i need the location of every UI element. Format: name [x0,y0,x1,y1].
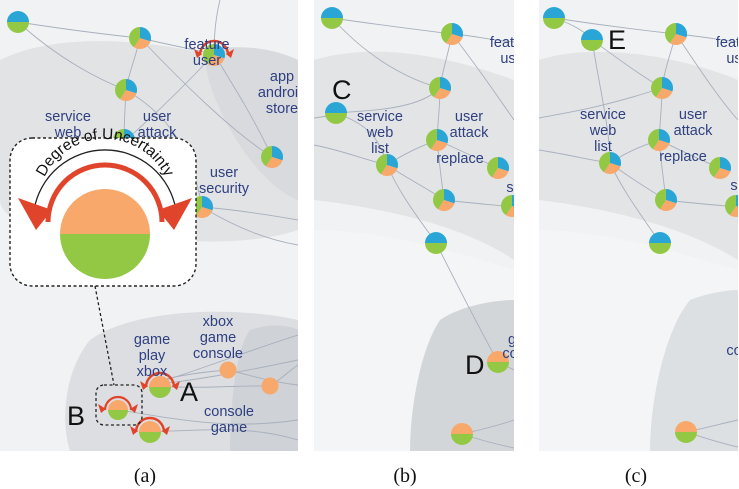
topic-label-user-attack: user attack [138,109,177,141]
inset-right-arrow [158,198,192,230]
caption-b: (b) [393,465,416,487]
topic-label-game-play-xbox: game play xbox [134,332,170,380]
region-bottom-right [410,300,514,451]
topic-label-user-attack: user attack [674,107,713,139]
topic-node[interactable] [203,43,226,67]
marker-a: A [180,377,198,407]
topic-node[interactable] [501,194,523,217]
topic-node[interactable] [429,76,452,100]
topic-label-replace: replace [436,151,484,167]
topic-node[interactable] [599,151,622,175]
topic-node[interactable] [441,22,464,46]
topic-label-user-security: user security [199,165,250,197]
caption-a: (a) [134,465,156,487]
topic-label-service-web-list: service web list [580,107,626,155]
topic-label-replace: replace [659,149,707,165]
topic-node[interactable] [649,232,671,254]
topic-node[interactable] [487,156,510,180]
topic-label-service-web: service web [45,109,91,141]
topic-node[interactable] [487,351,509,373]
inset-node-orange [60,189,150,234]
inset-left-arrow [18,198,52,230]
uncertainty-inset: Degree of Uncertainty [9,126,197,287]
region-top [314,51,514,260]
marker-e: E [608,25,626,55]
inset-outer-arc [33,149,177,211]
topic-node[interactable] [426,128,449,152]
marker-c: C [332,75,352,105]
panel-b-labels: featu us service web list user attack replac… [357,35,522,362]
topic-label-console-game: console game [204,404,254,436]
panel-b-nodes [321,7,523,445]
topic-node[interactable] [648,128,671,152]
uncertainty-arc [194,39,234,58]
topic-node[interactable] [651,76,674,100]
topic-label-service-web-list: service web list [357,109,403,157]
topic-node[interactable] [115,78,138,102]
callout-box-b [95,384,143,426]
topic-node[interactable] [425,232,447,254]
topic-node[interactable] [665,22,688,46]
topic-label-s-cut: s [506,180,513,196]
topic-node[interactable] [261,377,279,395]
topic-node[interactable] [675,421,697,443]
topic-node[interactable] [149,376,171,398]
topic-label-feature-user-cut: featu us [490,35,522,67]
uncertainty-arc [98,395,138,413]
uncertainty-arc [140,371,180,390]
panel-a: feature user app android store service web u… [0,0,306,487]
topic-node[interactable] [261,145,284,169]
topic-label-s-cut: s [730,178,737,194]
topic-label-xbox-game-console: xbox game console [193,314,243,362]
topic-node[interactable] [709,156,732,180]
region-top [539,51,738,260]
topic-node[interactable] [129,26,152,50]
topic-label-app-android-store: app android store [258,69,306,117]
panel-a-labels: feature user app android store service web u… [45,37,306,436]
topic-label-co-cut: co [726,343,739,359]
topic-node[interactable] [139,421,161,443]
topic-node[interactable] [321,7,343,29]
topic-node[interactable] [7,11,29,33]
topic-node[interactable] [581,29,603,51]
inset-node-green [60,234,150,279]
topic-node[interactable] [433,188,456,212]
marker-b: B [67,401,85,431]
marker-d: D [465,350,485,380]
topic-node[interactable] [219,361,237,379]
topic-node[interactable] [543,7,565,29]
topic-node[interactable] [325,102,347,124]
topic-node[interactable] [451,423,473,445]
topic-label-feature-user: feature user [184,37,229,69]
topic-label-user-attack: user attack [450,109,489,141]
caption-c: (c) [625,465,647,487]
callout-connector [94,285,115,386]
topic-node[interactable] [108,400,128,420]
uncertainty-arc [130,416,170,435]
inset-uncertainty-arc [45,162,165,223]
region-bottom-right [650,290,738,451]
panel-c-nodes [543,7,739,443]
topic-label-game-cut: g co [502,332,517,362]
topic-node[interactable] [376,153,399,177]
topic-node[interactable] [655,188,678,212]
topic-node[interactable] [725,194,739,217]
panel-b: featu us service web list user attack replac… [314,0,523,487]
